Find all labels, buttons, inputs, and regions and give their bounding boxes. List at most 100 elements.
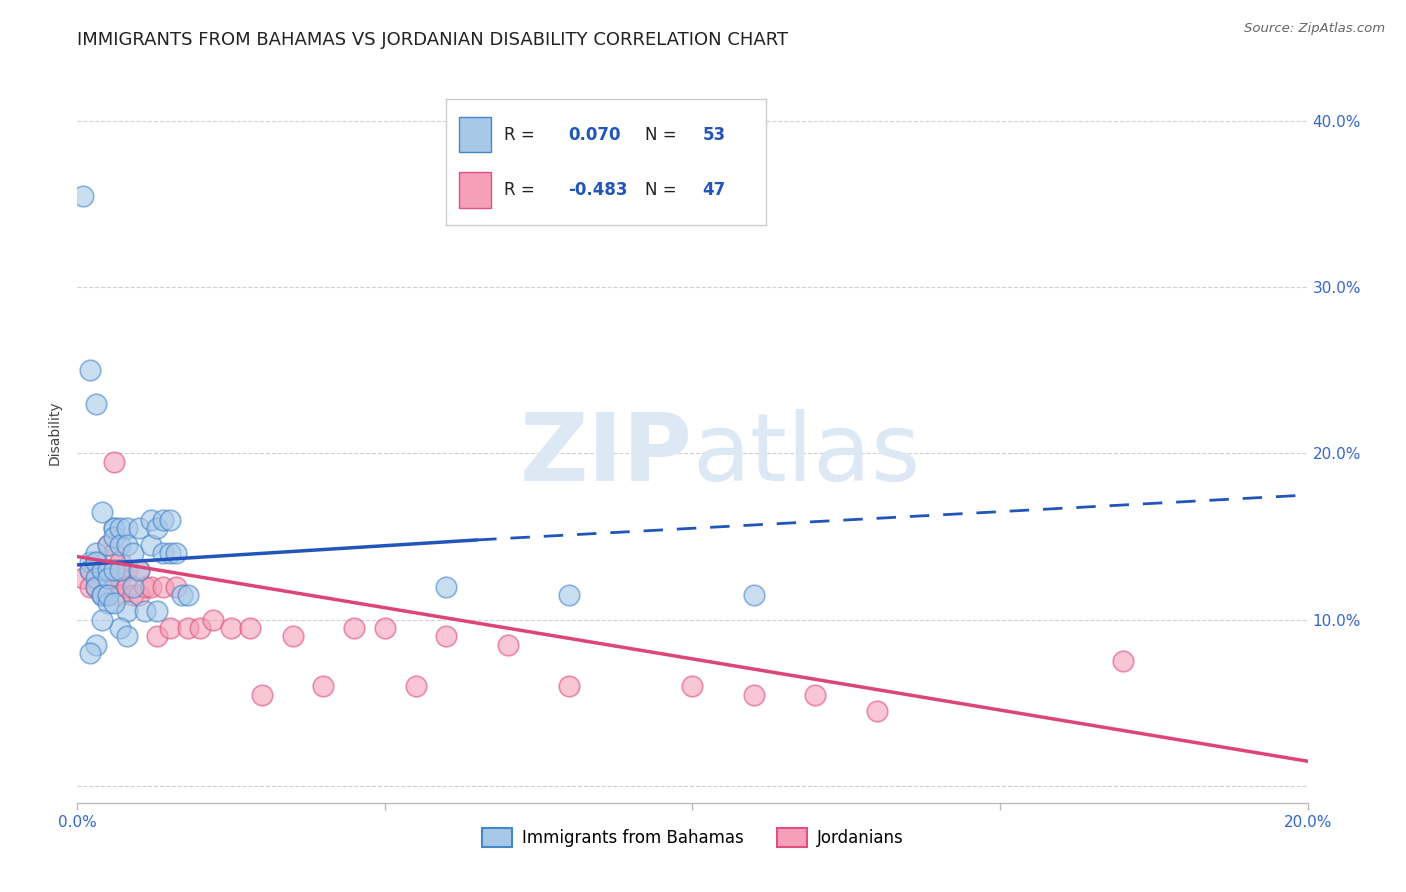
Point <box>436 629 458 643</box>
Point <box>343 621 366 635</box>
Point <box>165 546 187 560</box>
Point <box>103 521 125 535</box>
Point <box>115 629 138 643</box>
Point <box>90 563 114 577</box>
Y-axis label: Disability: Disability <box>48 401 62 465</box>
Point <box>97 596 120 610</box>
Point <box>121 546 143 560</box>
Point <box>97 563 120 577</box>
Point <box>141 538 163 552</box>
Point <box>1112 654 1135 668</box>
Point <box>84 580 107 594</box>
Point <box>115 538 138 552</box>
Point <box>281 629 304 643</box>
Point <box>90 563 114 577</box>
Point <box>97 563 120 577</box>
Point <box>312 679 335 693</box>
Point <box>115 580 138 594</box>
Point <box>146 605 169 619</box>
Point <box>115 521 138 535</box>
Point <box>97 538 120 552</box>
Point <box>79 580 101 594</box>
Point <box>219 621 242 635</box>
Point <box>79 646 101 660</box>
Point <box>742 588 765 602</box>
Point <box>103 521 125 535</box>
Point <box>72 571 94 585</box>
Point <box>79 563 101 577</box>
Point <box>128 563 150 577</box>
Point <box>79 363 101 377</box>
Point <box>90 588 114 602</box>
Point <box>84 580 107 594</box>
Point <box>115 605 138 619</box>
Point <box>141 580 163 594</box>
Point <box>97 588 120 602</box>
Point <box>558 679 581 693</box>
Point <box>103 530 125 544</box>
Point <box>742 688 765 702</box>
Point <box>79 555 101 569</box>
Text: Source: ZipAtlas.com: Source: ZipAtlas.com <box>1244 22 1385 36</box>
Point <box>110 521 132 535</box>
Point <box>201 613 224 627</box>
Point <box>115 563 138 577</box>
Point <box>128 588 150 602</box>
Point <box>110 563 132 577</box>
Point <box>110 555 132 569</box>
Point <box>103 563 125 577</box>
Point <box>188 621 212 635</box>
Point <box>79 563 101 577</box>
Legend: Immigrants from Bahamas, Jordanians: Immigrants from Bahamas, Jordanians <box>475 822 910 854</box>
Point <box>141 513 163 527</box>
Point <box>159 513 181 527</box>
Point <box>804 688 827 702</box>
Point <box>90 588 114 602</box>
Point <box>866 704 889 718</box>
Point <box>84 546 107 560</box>
Point <box>146 521 169 535</box>
Point <box>103 455 125 469</box>
Point <box>159 621 181 635</box>
Point <box>121 588 143 602</box>
Point <box>405 679 427 693</box>
Point <box>84 638 107 652</box>
Point <box>239 621 262 635</box>
Point <box>84 396 107 410</box>
Point <box>152 513 174 527</box>
Point <box>110 538 132 552</box>
Text: atlas: atlas <box>693 409 921 500</box>
Point <box>90 588 114 602</box>
Point <box>558 588 581 602</box>
Point <box>97 571 120 585</box>
Point <box>110 621 132 635</box>
Point <box>103 580 125 594</box>
Point <box>103 546 125 560</box>
Point <box>97 538 120 552</box>
Point <box>177 588 200 602</box>
Point <box>90 613 114 627</box>
Point <box>128 563 150 577</box>
Point <box>170 588 193 602</box>
Point <box>84 571 107 585</box>
Point <box>121 580 143 594</box>
Point <box>152 546 174 560</box>
Point <box>72 188 94 202</box>
Point <box>159 546 181 560</box>
Point <box>90 505 114 519</box>
Point <box>110 588 132 602</box>
Point <box>165 580 187 594</box>
Point <box>152 580 174 594</box>
Point <box>84 555 107 569</box>
Text: IMMIGRANTS FROM BAHAMAS VS JORDANIAN DISABILITY CORRELATION CHART: IMMIGRANTS FROM BAHAMAS VS JORDANIAN DIS… <box>77 31 789 49</box>
Point <box>134 580 156 594</box>
Point <box>128 521 150 535</box>
Point <box>110 571 132 585</box>
Point <box>496 638 519 652</box>
Point <box>250 688 273 702</box>
Point <box>436 580 458 594</box>
Point <box>682 679 704 693</box>
Point <box>146 629 169 643</box>
Point <box>374 621 396 635</box>
Point <box>97 580 120 594</box>
